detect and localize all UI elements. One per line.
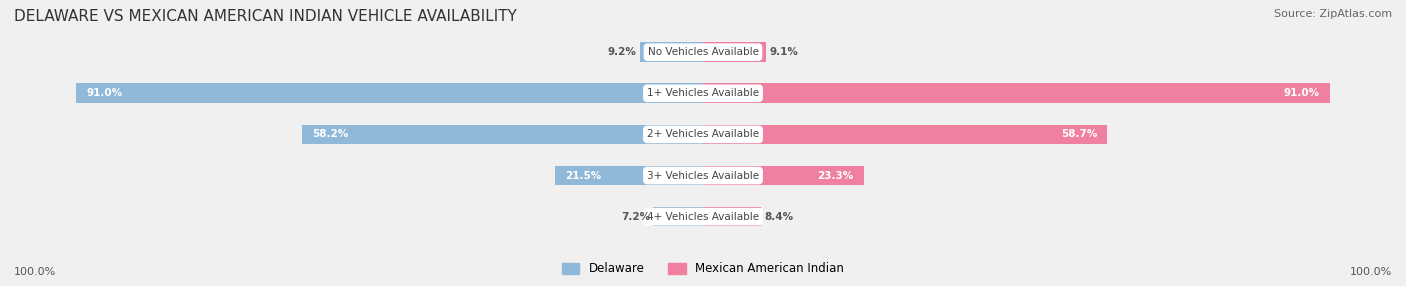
Bar — [703, 166, 863, 185]
Bar — [555, 166, 703, 185]
Text: 2+ Vehicles Available: 2+ Vehicles Available — [647, 130, 759, 139]
Text: DELAWARE VS MEXICAN AMERICAN INDIAN VEHICLE AVAILABILITY: DELAWARE VS MEXICAN AMERICAN INDIAN VEHI… — [14, 9, 517, 23]
Text: 91.0%: 91.0% — [1284, 88, 1320, 98]
Text: 7.2%: 7.2% — [621, 212, 650, 222]
Bar — [302, 125, 703, 144]
Text: 23.3%: 23.3% — [817, 170, 853, 180]
Text: 91.0%: 91.0% — [86, 88, 122, 98]
Bar — [703, 207, 761, 227]
Text: 8.4%: 8.4% — [765, 212, 793, 222]
Bar — [703, 42, 766, 62]
Text: 100.0%: 100.0% — [1350, 267, 1392, 277]
Text: 9.1%: 9.1% — [769, 47, 799, 57]
Text: Source: ZipAtlas.com: Source: ZipAtlas.com — [1274, 9, 1392, 19]
Text: 58.2%: 58.2% — [312, 130, 349, 139]
Bar — [703, 84, 1330, 103]
Bar — [640, 42, 703, 62]
Bar — [703, 125, 1108, 144]
Legend: Delaware, Mexican American Indian: Delaware, Mexican American Indian — [557, 258, 849, 280]
Text: 4+ Vehicles Available: 4+ Vehicles Available — [647, 212, 759, 222]
Text: 21.5%: 21.5% — [565, 170, 602, 180]
Text: 3+ Vehicles Available: 3+ Vehicles Available — [647, 170, 759, 180]
Bar — [76, 84, 703, 103]
Text: 1+ Vehicles Available: 1+ Vehicles Available — [647, 88, 759, 98]
Text: 9.2%: 9.2% — [607, 47, 636, 57]
Text: No Vehicles Available: No Vehicles Available — [648, 47, 758, 57]
Text: 100.0%: 100.0% — [14, 267, 56, 277]
Bar — [654, 207, 703, 227]
Text: 58.7%: 58.7% — [1060, 130, 1097, 139]
